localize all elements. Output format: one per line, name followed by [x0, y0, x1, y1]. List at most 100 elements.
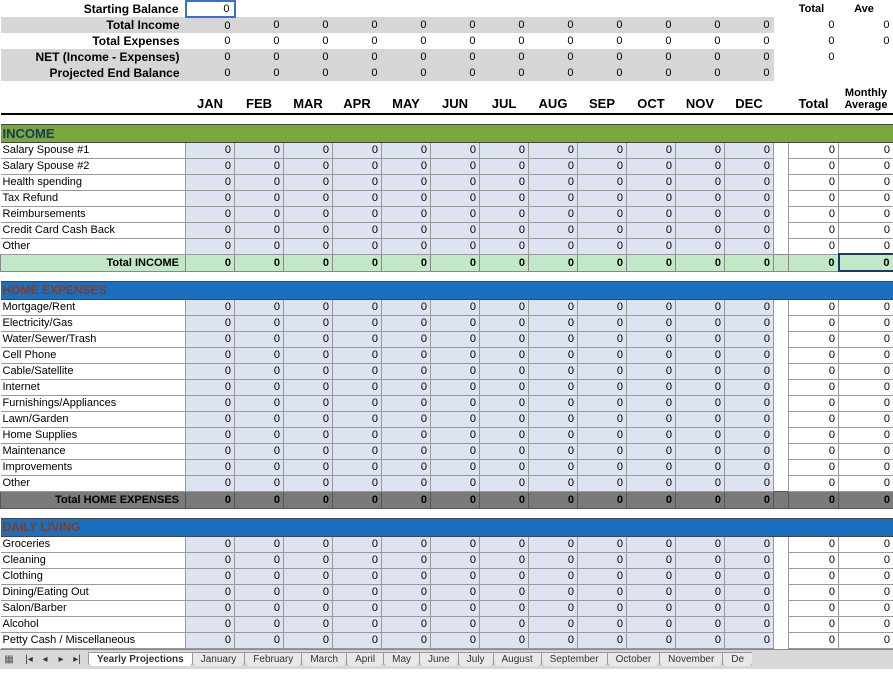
summary-cell[interactable] [676, 1, 725, 17]
data-cell[interactable]: 0 [725, 584, 774, 600]
data-cell[interactable]: 0 [676, 299, 725, 315]
sheet-tab[interactable]: June [419, 652, 459, 666]
data-cell[interactable]: 0 [186, 395, 235, 411]
data-cell[interactable]: 0 [725, 600, 774, 616]
data-cell[interactable]: 0 [627, 190, 676, 206]
data-cell[interactable]: 0 [235, 363, 284, 379]
data-cell[interactable]: 0 [676, 443, 725, 459]
data-cell[interactable]: 0 [382, 459, 431, 475]
data-cell[interactable]: 0 [480, 174, 529, 190]
data-cell[interactable]: 0 [676, 395, 725, 411]
data-cell[interactable]: 0 [284, 600, 333, 616]
data-cell[interactable]: 0 [627, 427, 676, 443]
data-cell[interactable]: 0 [725, 459, 774, 475]
data-cell[interactable]: 0 [676, 315, 725, 331]
data-cell[interactable]: 0 [333, 379, 382, 395]
tab-nav-first[interactable]: |◂ [22, 654, 36, 665]
data-cell[interactable]: 0 [529, 206, 578, 222]
data-cell[interactable]: 0 [431, 395, 480, 411]
data-cell[interactable]: 0 [284, 174, 333, 190]
data-cell[interactable]: 0 [676, 411, 725, 427]
data-cell[interactable]: 0 [578, 632, 627, 648]
data-cell[interactable]: 0 [186, 158, 235, 174]
data-cell[interactable]: 0 [382, 315, 431, 331]
data-cell[interactable]: 0 [235, 158, 284, 174]
data-cell[interactable]: 0 [529, 395, 578, 411]
data-cell[interactable]: 0 [382, 158, 431, 174]
data-cell[interactable]: 0 [333, 411, 382, 427]
data-cell[interactable]: 0 [676, 584, 725, 600]
data-cell[interactable]: 0 [676, 427, 725, 443]
data-cell[interactable]: 0 [578, 206, 627, 222]
data-cell[interactable]: 0 [186, 142, 235, 158]
data-cell[interactable]: 0 [186, 331, 235, 347]
data-cell[interactable]: 0 [627, 206, 676, 222]
data-cell[interactable]: 0 [578, 174, 627, 190]
data-cell[interactable]: 0 [333, 222, 382, 238]
sheet-tab[interactable]: March [301, 652, 347, 666]
data-cell[interactable]: 0 [235, 331, 284, 347]
sheet-tab[interactable]: May [383, 652, 420, 666]
data-cell[interactable]: 0 [627, 315, 676, 331]
data-cell[interactable]: 0 [333, 363, 382, 379]
data-cell[interactable]: 0 [431, 443, 480, 459]
data-cell[interactable]: 0 [725, 363, 774, 379]
data-cell[interactable]: 0 [235, 552, 284, 568]
data-cell[interactable]: 0 [627, 142, 676, 158]
data-cell[interactable]: 0 [480, 379, 529, 395]
summary-cell[interactable]: 0 [333, 33, 382, 49]
summary-cell[interactable]: 0 [529, 17, 578, 33]
summary-cell[interactable]: 0 [431, 17, 480, 33]
data-cell[interactable]: 0 [382, 475, 431, 491]
summary-cell[interactable]: 0 [578, 33, 627, 49]
data-cell[interactable]: 0 [382, 632, 431, 648]
sheet-tab[interactable]: Yearly Projections [88, 652, 193, 666]
summary-cell[interactable]: 0 [284, 49, 333, 65]
data-cell[interactable]: 0 [186, 238, 235, 254]
data-cell[interactable]: 0 [529, 475, 578, 491]
data-cell[interactable]: 0 [529, 222, 578, 238]
data-cell[interactable]: 0 [333, 299, 382, 315]
tab-nav-prev[interactable]: ◂ [38, 654, 52, 665]
data-cell[interactable]: 0 [431, 206, 480, 222]
summary-cell[interactable]: 0 [480, 65, 529, 81]
data-cell[interactable]: 0 [235, 142, 284, 158]
data-cell[interactable]: 0 [578, 363, 627, 379]
data-cell[interactable]: 0 [480, 584, 529, 600]
data-cell[interactable]: 0 [186, 536, 235, 552]
data-cell[interactable]: 0 [284, 347, 333, 363]
data-cell[interactable]: 0 [284, 632, 333, 648]
data-cell[interactable]: 0 [382, 222, 431, 238]
summary-cell[interactable]: 0 [235, 17, 284, 33]
data-cell[interactable]: 0 [627, 568, 676, 584]
data-cell[interactable]: 0 [284, 158, 333, 174]
data-cell[interactable]: 0 [333, 616, 382, 632]
data-cell[interactable]: 0 [284, 363, 333, 379]
data-cell[interactable]: 0 [431, 552, 480, 568]
data-cell[interactable]: 0 [578, 616, 627, 632]
summary-cell[interactable]: 0 [627, 17, 676, 33]
data-cell[interactable]: 0 [333, 568, 382, 584]
data-cell[interactable]: 0 [235, 315, 284, 331]
data-cell[interactable]: 0 [235, 475, 284, 491]
data-cell[interactable]: 0 [333, 238, 382, 254]
data-cell[interactable]: 0 [480, 536, 529, 552]
data-cell[interactable]: 0 [676, 459, 725, 475]
data-cell[interactable]: 0 [529, 584, 578, 600]
data-cell[interactable]: 0 [578, 347, 627, 363]
data-cell[interactable]: 0 [284, 568, 333, 584]
data-cell[interactable]: 0 [431, 379, 480, 395]
data-cell[interactable]: 0 [382, 536, 431, 552]
data-cell[interactable]: 0 [235, 600, 284, 616]
data-cell[interactable]: 0 [431, 616, 480, 632]
data-cell[interactable]: 0 [480, 475, 529, 491]
data-cell[interactable]: 0 [480, 568, 529, 584]
data-cell[interactable]: 0 [627, 584, 676, 600]
data-cell[interactable]: 0 [431, 632, 480, 648]
data-cell[interactable]: 0 [578, 568, 627, 584]
data-cell[interactable]: 0 [627, 632, 676, 648]
data-cell[interactable]: 0 [480, 299, 529, 315]
summary-cell[interactable]: 0 [333, 49, 382, 65]
data-cell[interactable]: 0 [480, 363, 529, 379]
data-cell[interactable]: 0 [333, 206, 382, 222]
